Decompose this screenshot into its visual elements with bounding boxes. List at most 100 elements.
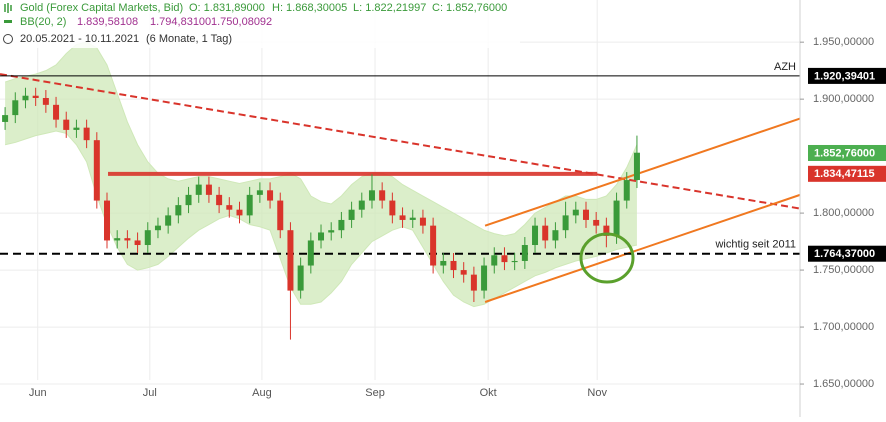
icon <box>4 20 12 23</box>
candle-body <box>63 119 70 130</box>
header-bg <box>0 0 520 48</box>
candle-body <box>603 225 610 236</box>
candle-body <box>623 180 630 201</box>
candle-body <box>328 230 335 233</box>
candle-body <box>613 200 620 236</box>
price-label-bg <box>808 144 886 161</box>
x-tick-label: Okt <box>480 387 497 399</box>
candle-body <box>22 95 29 101</box>
candle-body <box>42 98 49 105</box>
candle-body <box>32 95 39 99</box>
candle-body <box>521 245 528 261</box>
candle-body <box>450 260 457 271</box>
candle-body <box>338 219 345 231</box>
candle-body <box>124 238 131 241</box>
candle-body <box>379 190 386 201</box>
candle-body <box>532 225 539 246</box>
date-range: 20.05.2021 - 10.11.2021 <box>20 33 139 45</box>
candle-body <box>53 104 60 120</box>
candle-body <box>175 205 182 216</box>
high: H: 1.868,30005 <box>272 2 347 14</box>
close: C: 1.852,76000 <box>432 2 507 14</box>
icon <box>3 34 13 44</box>
candle-body <box>552 230 559 241</box>
candle-body <box>165 215 172 226</box>
icon <box>4 3 12 13</box>
candle-body <box>246 194 253 216</box>
trendline <box>0 73 801 210</box>
price-axis: 1.650,00000 1.700,00000 1.750,00000 1.800,0… <box>800 36 886 390</box>
candle-body <box>134 240 141 246</box>
candle-body <box>633 152 640 181</box>
candle-body <box>287 230 294 291</box>
trendline <box>484 193 801 303</box>
highlight-circle <box>579 232 635 284</box>
band-upper <box>4 41 638 237</box>
candle-body <box>216 194 223 206</box>
y-tick-label: 1.900,00000 <box>813 93 874 105</box>
x-tick-label: Sep <box>365 387 385 399</box>
candle-body <box>195 184 202 195</box>
candle-body <box>582 209 589 220</box>
drawings: AZH wichtig seit 2011 <box>0 61 801 303</box>
candle-body <box>104 200 111 241</box>
candle-body <box>307 240 314 266</box>
trendline <box>484 117 801 227</box>
x-tick-label: Aug <box>252 387 272 399</box>
open: O: 1.831,89000 <box>189 2 265 14</box>
candle-body <box>297 265 304 291</box>
price-label: 1.834,47115 <box>814 168 875 180</box>
price-label: 1.764,37000 <box>814 248 875 260</box>
candle-body <box>572 209 579 216</box>
candle-body <box>83 127 90 141</box>
low: L: 1.822,21997 <box>353 2 426 14</box>
indicator: BB(20, 2) <box>20 16 66 28</box>
y-tick-label: 1.750,00000 <box>813 264 874 276</box>
candle-body <box>542 225 549 241</box>
candle-body <box>154 225 161 231</box>
y-tick-label: 1.700,00000 <box>813 321 874 333</box>
candle-body <box>440 260 447 266</box>
candle-body <box>409 217 416 220</box>
band-area <box>5 42 637 307</box>
candle-body <box>460 270 467 275</box>
candle-body <box>226 205 233 210</box>
candle-body <box>491 255 498 266</box>
price-label-bg <box>808 165 886 182</box>
candle-body <box>73 127 80 130</box>
candle-body <box>470 274 477 291</box>
instrument: Gold (Forex Capital Markets, Bid) <box>20 2 183 14</box>
x-tick-label: Jun <box>29 387 47 399</box>
candle-body <box>185 194 192 206</box>
x-tick-label: Nov <box>587 387 607 399</box>
y-tick-label: 1.950,00000 <box>813 36 874 48</box>
candle-body <box>267 190 274 201</box>
candle-body <box>419 217 426 226</box>
candle-body <box>593 219 600 226</box>
candle-body <box>481 265 488 291</box>
candle-body <box>389 200 396 216</box>
candle-body <box>205 184 212 195</box>
price-label-bg <box>808 67 886 84</box>
candle-body <box>501 255 508 263</box>
bb-middle: 1.839,58108 <box>77 16 138 28</box>
candle-body <box>511 260 518 263</box>
price-label: 1.920,39401 <box>814 70 875 82</box>
candle-body <box>358 200 365 210</box>
candle-body <box>348 209 355 220</box>
price-label-bg <box>808 245 886 262</box>
price-label: 1.852,76000 <box>814 147 875 159</box>
candle-body <box>12 100 19 116</box>
candle-body <box>114 238 121 241</box>
candle-body <box>236 209 243 216</box>
y-tick-label: 1.800,00000 <box>813 207 874 219</box>
bb-lower: 1.750,08092 <box>211 16 272 28</box>
candle-body <box>318 232 325 241</box>
candle-body <box>277 200 284 231</box>
bb-upper: 1.794,83100 <box>150 16 211 28</box>
candle-body <box>93 140 100 201</box>
bollinger-bands <box>4 41 638 308</box>
candle-body <box>2 115 9 122</box>
level-annotation: AZH <box>774 61 796 73</box>
